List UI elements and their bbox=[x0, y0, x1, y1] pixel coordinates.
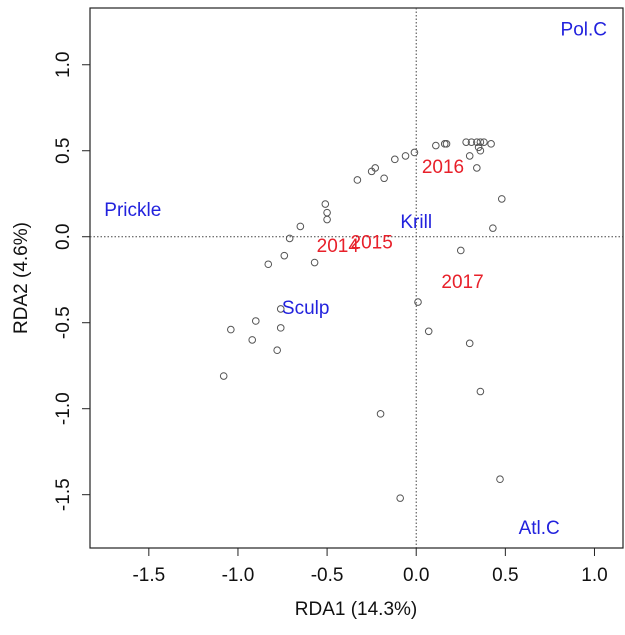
point bbox=[456, 246, 465, 255]
biplot-label: Prickle bbox=[104, 200, 161, 221]
y-tick-label: -1.0 bbox=[53, 392, 74, 425]
point bbox=[496, 475, 504, 484]
plot-frame bbox=[89, 7, 624, 549]
point bbox=[487, 140, 495, 148]
point bbox=[323, 208, 331, 217]
point bbox=[251, 317, 260, 325]
point bbox=[467, 138, 476, 146]
point bbox=[414, 298, 422, 306]
point bbox=[465, 152, 474, 160]
point bbox=[227, 325, 235, 334]
y-tick-label: -1.5 bbox=[53, 478, 74, 511]
point bbox=[410, 148, 419, 157]
point bbox=[285, 234, 294, 243]
x-tick-label: 1.0 bbox=[581, 565, 607, 586]
y-tick-label: 0.0 bbox=[53, 224, 74, 250]
point bbox=[442, 140, 451, 148]
x-axis-label: RDA1 (14.3%) bbox=[295, 599, 418, 620]
point bbox=[424, 327, 433, 336]
point bbox=[273, 346, 281, 355]
point bbox=[280, 251, 289, 260]
point bbox=[310, 258, 319, 267]
point bbox=[489, 224, 497, 232]
point bbox=[219, 372, 228, 380]
point bbox=[391, 155, 399, 164]
point bbox=[367, 167, 376, 176]
biplot-label: 2014 bbox=[317, 236, 360, 257]
point bbox=[264, 260, 273, 269]
biplot-label: Krill bbox=[400, 212, 432, 233]
point bbox=[401, 152, 410, 160]
point bbox=[473, 164, 481, 172]
biplot-label: Atl.C bbox=[519, 518, 560, 539]
x-tick-label: -1.5 bbox=[132, 565, 165, 586]
point bbox=[465, 339, 474, 348]
biplot-label: Sculp bbox=[282, 298, 330, 319]
point bbox=[476, 138, 485, 146]
point bbox=[473, 138, 481, 146]
point bbox=[353, 176, 362, 184]
point bbox=[248, 336, 257, 344]
y-tick-label: 0.5 bbox=[53, 138, 74, 164]
y-tick-label: -0.5 bbox=[53, 306, 74, 339]
point bbox=[276, 324, 285, 332]
point bbox=[321, 200, 330, 208]
point bbox=[476, 387, 485, 396]
x-tick-label: 0.0 bbox=[403, 565, 429, 586]
point bbox=[462, 138, 470, 146]
biplot-label: 2015 bbox=[351, 233, 393, 254]
point bbox=[276, 305, 285, 313]
x-tick-label: -1.0 bbox=[222, 565, 255, 586]
point bbox=[323, 215, 331, 224]
y-axis-label: RDA2 (4.6%) bbox=[11, 222, 32, 334]
point bbox=[480, 138, 488, 146]
point bbox=[376, 410, 385, 418]
biplot-label: 2017 bbox=[441, 272, 483, 293]
point bbox=[296, 222, 305, 231]
x-tick-label: 0.5 bbox=[492, 565, 518, 586]
biplot-label: Pol.C bbox=[561, 19, 607, 40]
x-tick-label: -0.5 bbox=[311, 565, 344, 586]
point bbox=[476, 146, 485, 155]
point bbox=[380, 174, 388, 183]
biplot-label: 2016 bbox=[422, 157, 464, 178]
y-tick-label: 1.0 bbox=[53, 52, 74, 78]
point bbox=[432, 141, 440, 150]
point bbox=[396, 494, 404, 502]
point bbox=[497, 195, 506, 203]
